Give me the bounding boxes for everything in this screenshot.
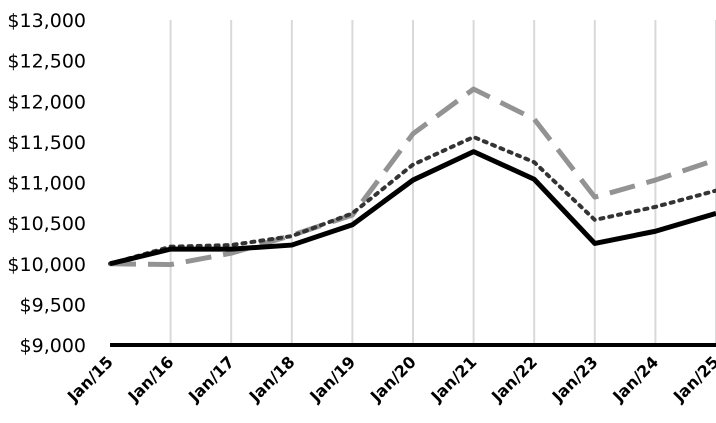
grid-lines: [169, 20, 716, 345]
x-tick-label: Jan/17: [184, 352, 238, 406]
y-tick-label: $10,000: [7, 254, 86, 276]
x-tick-label: Jan/19: [305, 352, 359, 406]
y-axis-ticks: $9,000 $9,500 $10,000 $10,500 $11,000 $11,500…: [7, 10, 86, 357]
series-line-dotted: [108, 135, 716, 266]
x-tick-label: Jan/20: [366, 352, 420, 406]
y-tick-label: $12,500: [7, 51, 86, 73]
series-lines: [108, 86, 716, 268]
x-tick-label: Jan/24: [608, 352, 662, 406]
x-tick-label: Jan/16: [124, 352, 178, 406]
x-tick-label: Jan/21: [427, 352, 481, 406]
x-tick-label: Jan/15: [63, 352, 117, 406]
y-tick-label: $12,000: [7, 91, 86, 113]
y-tick-label: $13,000: [7, 10, 86, 32]
x-tick-label: Jan/23: [548, 352, 602, 406]
y-tick-label: $9,000: [20, 335, 86, 357]
y-tick-label: $11,500: [7, 132, 86, 154]
series-line-dashed: [109, 86, 716, 268]
y-tick-label: $10,500: [7, 213, 86, 235]
x-tick-label: Jan/18: [245, 352, 299, 406]
x-tick-label: Jan/25: [669, 352, 716, 406]
y-tick-label: $11,000: [7, 173, 86, 195]
x-axis-ticks: Jan/15 Jan/16 Jan/17 Jan/18 Jan/19 Jan/20 Jan/…: [63, 352, 716, 406]
y-tick-label: $9,500: [20, 294, 86, 316]
series-line-solid: [109, 149, 716, 267]
x-tick-label: Jan/22: [487, 352, 541, 406]
